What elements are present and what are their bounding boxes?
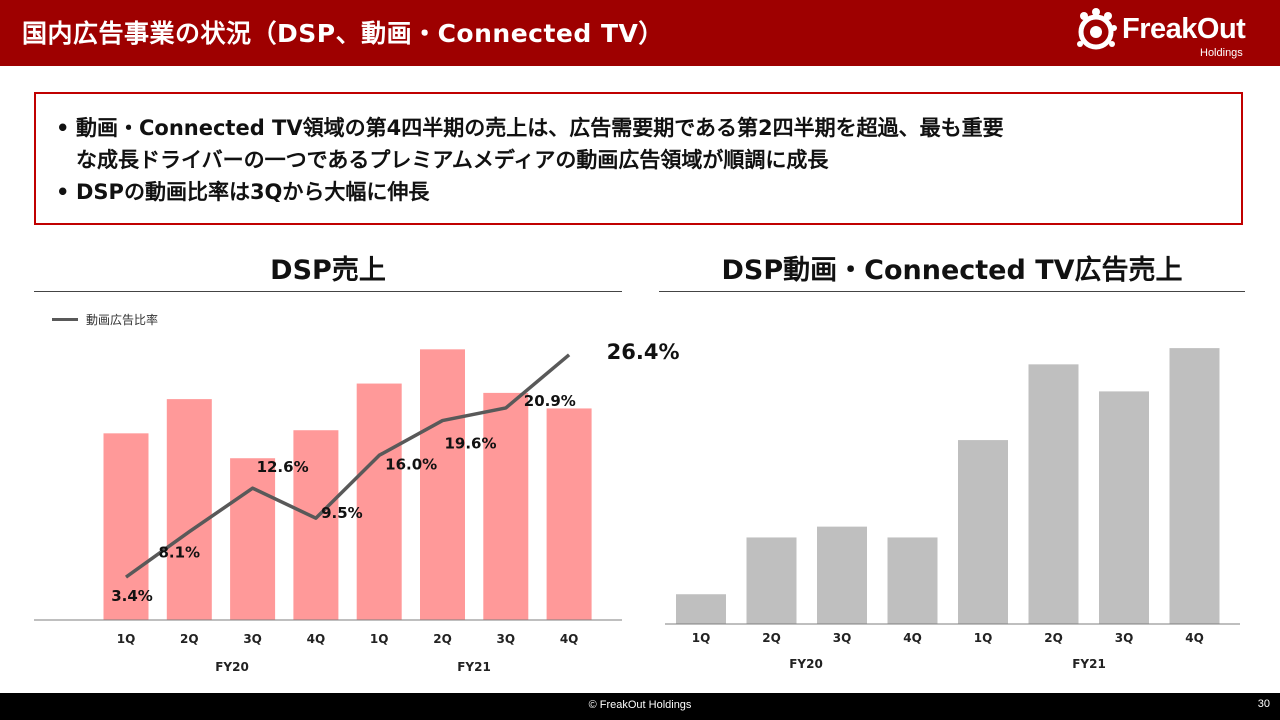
freakout-logo: FreakOut Holdings xyxy=(1072,6,1267,62)
slide-title: 国内広告事業の状況（DSP、動画・Connected TV） xyxy=(22,19,664,48)
x-tick-label: 2Q xyxy=(1044,631,1063,645)
chart-title-video-ctv-sales: DSP動画・Connected TV広告売上 xyxy=(721,255,1183,286)
bar xyxy=(293,430,339,620)
chart-title-dsp-sales: DSP売上 xyxy=(270,255,386,286)
bar xyxy=(166,399,212,620)
title-divider-left xyxy=(34,291,622,292)
x-group-label: FY21 xyxy=(1072,657,1106,671)
x-tick-label: 4Q xyxy=(903,631,922,645)
title-divider-right xyxy=(659,291,1245,292)
data-label: 9.5% xyxy=(321,504,363,522)
data-label: 16.0% xyxy=(385,455,437,473)
data-label: 12.6% xyxy=(257,458,309,476)
bar xyxy=(356,383,402,620)
bullet-2-text: DSPの動画比率は3Qから大幅に伸長 xyxy=(76,180,430,204)
x-tick-label: 3Q xyxy=(833,631,852,645)
bar xyxy=(420,349,465,620)
data-label: 3.4% xyxy=(111,587,153,605)
bar xyxy=(103,433,149,620)
x-tick-label: 1Q xyxy=(117,632,136,646)
bullet-1-continued: な成長ドライバーの一つであるプレミアムメディアの動画広告領域が順調に成長 xyxy=(76,148,829,172)
x-tick-label: 1Q xyxy=(370,632,389,646)
x-tick-label: 2Q xyxy=(762,631,781,645)
x-tick-label: 3Q xyxy=(1115,631,1134,645)
summary-box: • 動画・Connected TV領域の第4四半期の売上は、広告需要期である第2四… xyxy=(34,92,1243,225)
x-tick-label: 2Q xyxy=(433,632,452,646)
data-label: 26.4% xyxy=(607,340,680,364)
x-tick-label: 3Q xyxy=(243,632,262,646)
data-label: 19.6% xyxy=(444,435,496,453)
x-tick-label: 1Q xyxy=(692,631,711,645)
data-label: 8.1% xyxy=(158,544,200,562)
bar xyxy=(1169,348,1220,624)
x-tick-label: 4Q xyxy=(1185,631,1204,645)
bar xyxy=(676,594,726,624)
logo-wordmark: FreakOut xyxy=(1122,13,1246,45)
bar xyxy=(1099,391,1149,624)
x-tick-label: 4Q xyxy=(307,632,326,646)
series-line xyxy=(124,353,571,579)
bar xyxy=(817,526,867,624)
data-label: 20.9% xyxy=(524,392,576,410)
bar xyxy=(546,408,592,620)
x-group-label: FY21 xyxy=(457,660,491,674)
logo-mark-icon xyxy=(1077,8,1117,50)
bar xyxy=(483,392,529,620)
bar xyxy=(958,440,1008,624)
logo-subtitle: Holdings xyxy=(1200,47,1243,59)
bullet-2: • DSPの動画比率は3Qから大幅に伸長 xyxy=(56,176,429,208)
copyright-text: © FreakOut Holdings xyxy=(588,699,692,711)
bar xyxy=(746,537,797,624)
legend-label: 動画広告比率 xyxy=(86,313,159,327)
bullet-dot: • xyxy=(56,116,70,140)
x-group-label: FY20 xyxy=(215,660,249,674)
x-tick-label: 2Q xyxy=(180,632,199,646)
header-bar: 国内広告事業の状況（DSP、動画・Connected TV） FreakOut … xyxy=(0,0,1280,66)
x-tick-label: 1Q xyxy=(974,631,993,645)
bar xyxy=(1028,364,1079,624)
bullet-1: • 動画・Connected TV領域の第4四半期の売上は、広告需要期である第2四… xyxy=(56,112,1004,144)
footer-bar: © FreakOut Holdings 30 xyxy=(0,693,1280,720)
bullet-dot: • xyxy=(56,180,70,204)
x-tick-label: 4Q xyxy=(560,632,579,646)
x-group-label: FY20 xyxy=(789,657,823,671)
bar xyxy=(230,458,276,620)
legend-line-swatch xyxy=(52,318,78,321)
x-tick-label: 3Q xyxy=(497,632,516,646)
bullet-1-text: 動画・Connected TV領域の第4四半期の売上は、広告需要期である第2四半… xyxy=(76,116,1004,140)
page-number: 30 xyxy=(1257,698,1270,710)
charts-canvas: 1Q 2Q 3Q 4Q 1Q 2Q 3Q 4Q FY20 FY21 3.4% 8.1% 12.6% 9.5… xyxy=(34,340,1240,674)
bar xyxy=(887,537,938,624)
